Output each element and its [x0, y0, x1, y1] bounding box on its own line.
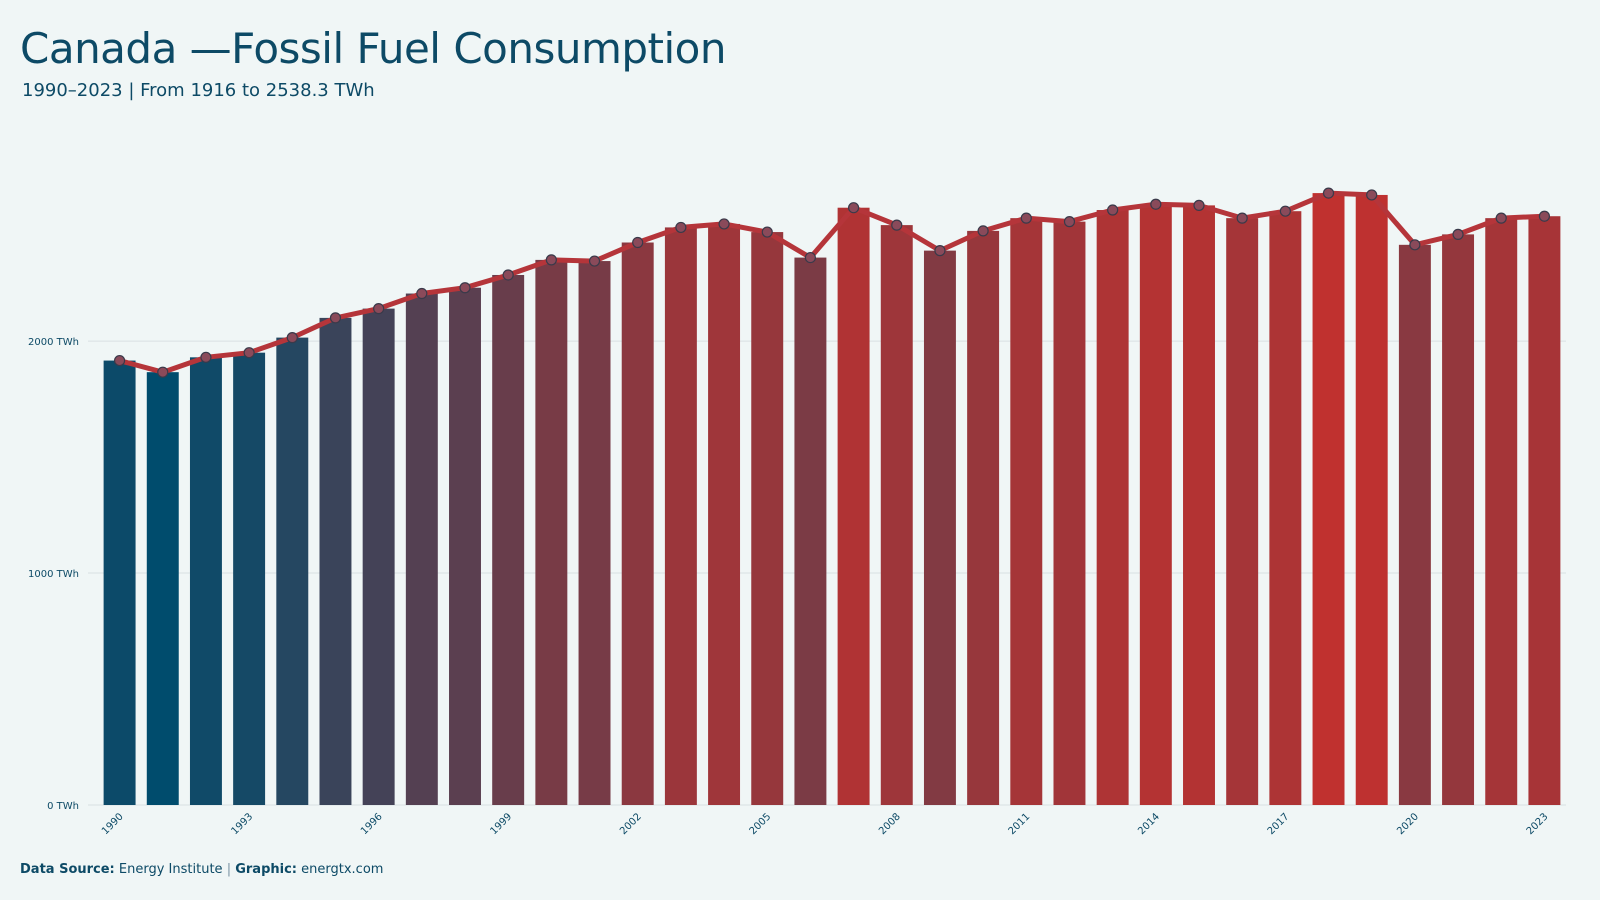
data-point [847, 202, 860, 214]
bar [708, 223, 741, 805]
bar [1312, 193, 1345, 806]
bar [492, 274, 525, 805]
caption-separator: | [226, 862, 232, 877]
data-point [934, 245, 946, 257]
data-point [1020, 212, 1032, 224]
data-point [718, 218, 730, 230]
trend-line [113, 187, 1551, 378]
data-point [1107, 204, 1119, 216]
bar [276, 337, 309, 805]
x-tick-label: 1999 [489, 811, 515, 837]
bar [880, 225, 913, 805]
x-tick-label: 2023 [1525, 811, 1551, 837]
data-point [1063, 216, 1076, 228]
data-point [804, 251, 817, 264]
y-axis: 0 TWh 1000 TWh 2000 TWh [28, 337, 79, 812]
data-point [113, 354, 126, 367]
y-tick-label: 1000 TWh [28, 569, 79, 580]
data-point [1236, 212, 1248, 224]
bar [449, 287, 481, 806]
data-point [243, 347, 255, 359]
data-point [1409, 239, 1421, 251]
x-tick-label: 2005 [748, 811, 774, 837]
bar [1485, 218, 1518, 805]
data-point [675, 221, 687, 234]
bar [1528, 216, 1561, 806]
bar [1269, 211, 1302, 806]
data-point [200, 351, 212, 363]
data-point [891, 219, 903, 231]
series-line [117, 190, 1547, 375]
bar [967, 230, 1000, 805]
data-point [632, 236, 644, 249]
source-label: Data Source: [20, 862, 115, 877]
bar [1010, 218, 1043, 805]
bar [319, 317, 352, 805]
graphic-value: energtx.com [301, 862, 384, 877]
x-axis: 1990 1993 1996 1999 2002 2005 2008 2011 2014 2017… [100, 811, 1551, 837]
x-tick-label: 2014 [1136, 811, 1162, 837]
bar [664, 227, 697, 806]
data-point [286, 332, 298, 344]
data-point [373, 303, 385, 315]
bar [189, 357, 222, 805]
data-point [459, 282, 471, 294]
bars [103, 193, 1561, 806]
bar [362, 308, 395, 805]
x-tick-label: 2020 [1395, 811, 1421, 837]
bar [751, 232, 784, 805]
data-point [761, 226, 773, 238]
y-tick-label: 0 TWh [47, 801, 79, 812]
bar [1355, 194, 1388, 805]
data-point [157, 366, 169, 378]
bar [1096, 210, 1129, 806]
x-tick-label: 2011 [1007, 811, 1033, 837]
data-point [1322, 187, 1335, 199]
x-tick-label: 2017 [1266, 811, 1292, 837]
source-value: Energy Institute [118, 862, 223, 877]
y-tick-label: 2000 TWh [28, 337, 79, 348]
x-tick-label: 1996 [359, 811, 385, 837]
graphic-label: Graphic: [235, 862, 297, 877]
x-tick-label: 1993 [229, 811, 255, 837]
chart-title: Canada —Fossil Fuel Consumption [20, 24, 727, 73]
chart-subtitle: 1990–2023 | From 1916 to 2538.3 TWh [22, 80, 375, 101]
x-tick-label: 2002 [618, 811, 644, 837]
bar [578, 261, 611, 805]
data-point [1279, 205, 1291, 217]
bar [1139, 204, 1172, 805]
bar [837, 207, 870, 806]
bar [621, 242, 654, 805]
footer-caption: Data Source: Energy Institute | Graphic:… [20, 862, 383, 877]
data-point [416, 287, 428, 300]
bar [146, 372, 179, 805]
bar [103, 360, 136, 805]
data-point [545, 254, 557, 266]
bar [1398, 244, 1431, 805]
data-point [1495, 212, 1507, 224]
bar [405, 293, 438, 805]
data-point [588, 255, 601, 267]
data-point [1193, 199, 1205, 211]
data-point [1452, 228, 1464, 240]
data-point [1150, 198, 1162, 210]
bar [535, 259, 568, 805]
data-point [1538, 210, 1551, 222]
bar [794, 257, 827, 805]
data-point [329, 312, 342, 324]
bar [1226, 218, 1259, 805]
x-tick-label: 1990 [100, 811, 126, 837]
bar [923, 250, 956, 806]
x-tick-label: 2008 [877, 811, 903, 837]
bar [1053, 221, 1086, 805]
data-point [977, 225, 989, 237]
bar [1442, 234, 1475, 805]
bar [1183, 205, 1215, 805]
data-point [502, 269, 514, 281]
data-point [1366, 189, 1378, 201]
bar [233, 352, 266, 805]
